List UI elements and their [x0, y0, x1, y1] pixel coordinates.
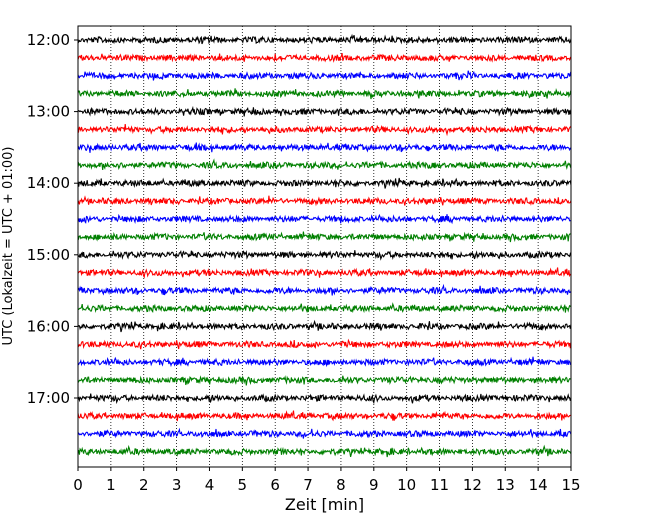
trace-line [77, 302, 572, 314]
trace-line [77, 444, 572, 458]
trace-line [77, 338, 572, 350]
trace-line [77, 105, 572, 117]
trace-line [77, 249, 572, 261]
trace-line [77, 356, 571, 368]
plot-frame [77, 25, 572, 468]
trace-line [77, 267, 572, 279]
trace-line [77, 319, 572, 333]
x-axis: 0 1 2 3 4 5 6 7 8 9 10 11 12 13 14 15 [73, 467, 581, 494]
x-tick-label: 15 [561, 476, 580, 494]
trace-line [77, 283, 572, 296]
trace-line [77, 52, 572, 63]
trace-line [77, 213, 571, 225]
x-tick-label: 10 [397, 476, 416, 494]
trace-line [77, 88, 572, 100]
trace-line [77, 70, 572, 81]
x-tick-label: 8 [336, 476, 346, 494]
x-tick-label: 9 [369, 476, 379, 494]
y-axis: 12:00 13:00 14:00 15:00 16:00 17:00 [27, 31, 78, 407]
y-tick-label: 14:00 [27, 174, 70, 192]
trace-line [77, 393, 572, 405]
trace-line [77, 142, 572, 153]
trace-lines [77, 33, 572, 458]
trace-line [77, 427, 572, 439]
y-tick-label: 17:00 [27, 389, 70, 407]
trace-line [77, 33, 572, 46]
y-tick-label: 16:00 [27, 317, 70, 335]
trace-line [77, 124, 572, 137]
x-tick-label: 6 [270, 476, 280, 494]
x-tick-label: 11 [430, 476, 449, 494]
trace-line [77, 231, 572, 243]
x-tick-label: 12 [463, 476, 482, 494]
x-tick-label: 1 [106, 476, 116, 494]
y-axis-label: UTC (Lokalzeit = UTC + 01:00) [1, 147, 16, 346]
x-tick-label: 2 [139, 476, 149, 494]
trace-line [77, 410, 572, 422]
trace-line [77, 177, 572, 189]
trace-line [77, 158, 572, 171]
x-tick-label: 5 [238, 476, 248, 494]
y-tick-label: 13:00 [27, 103, 70, 121]
x-tick-label: 13 [496, 476, 515, 494]
y-tick-label: 12:00 [27, 31, 70, 49]
x-tick-label: 0 [73, 476, 83, 494]
trace-line [77, 195, 572, 207]
x-axis-label: Zeit [min] [285, 495, 364, 514]
x-tick-label: 14 [529, 476, 548, 494]
x-tick-label: 3 [172, 476, 182, 494]
y-tick-label: 15:00 [27, 246, 70, 264]
x-tick-label: 7 [303, 476, 313, 494]
x-tick-label: 4 [205, 476, 215, 494]
trace-line [77, 375, 572, 386]
